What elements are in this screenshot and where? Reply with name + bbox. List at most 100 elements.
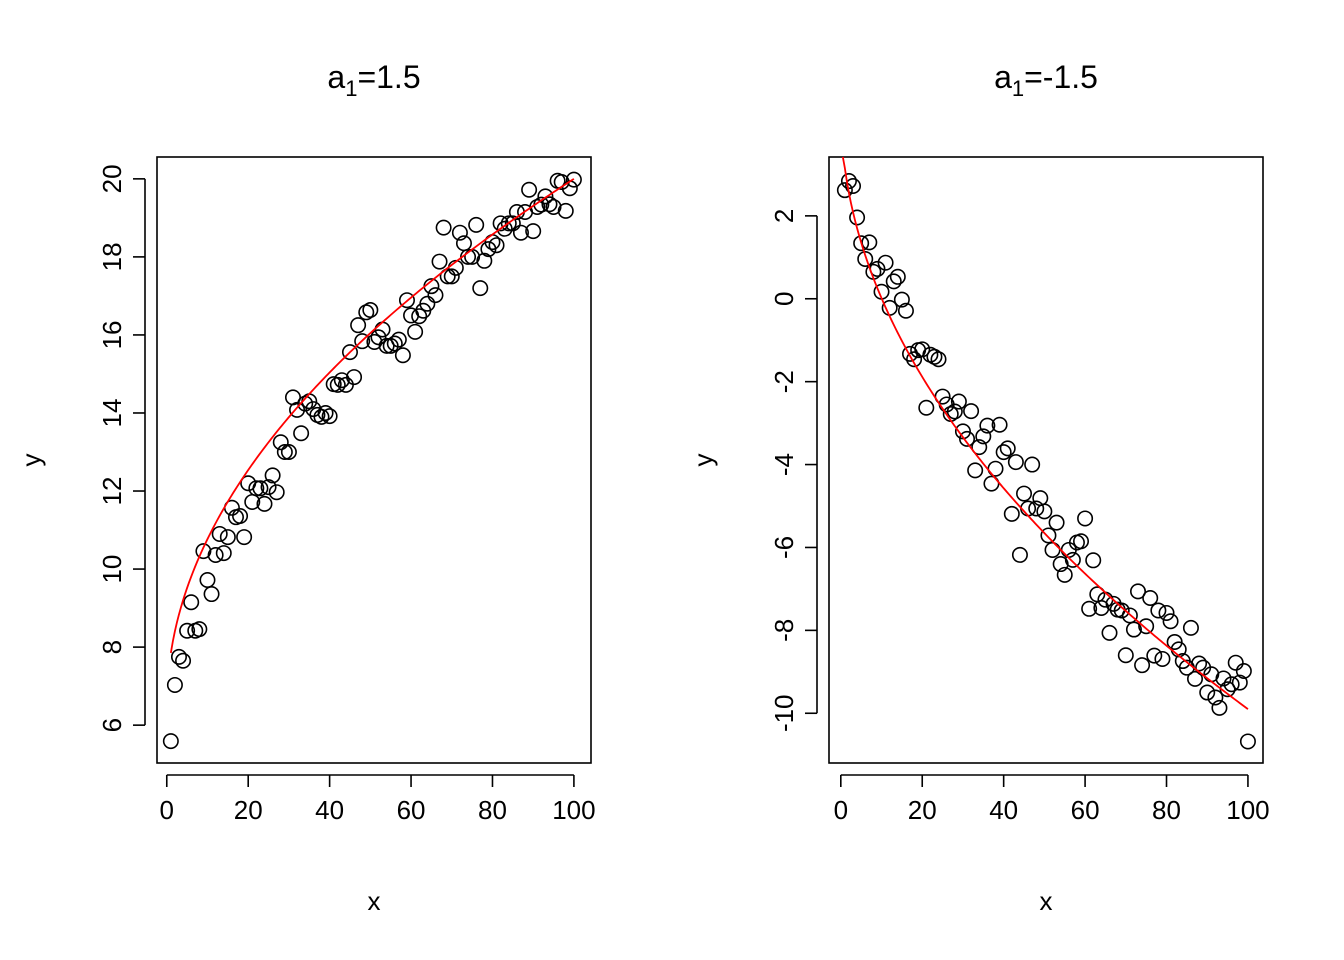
x-tick-label: 100 xyxy=(1226,795,1269,825)
data-point xyxy=(885,273,902,290)
data-point xyxy=(419,295,436,312)
data-point xyxy=(1121,607,1138,624)
data-point xyxy=(1142,590,1159,607)
data-point xyxy=(179,622,196,639)
x-tick-label: 80 xyxy=(1152,795,1181,825)
y-tick-label: -2 xyxy=(769,370,799,393)
x-tick-label: 60 xyxy=(1071,795,1100,825)
data-point xyxy=(999,440,1016,457)
y-tick-label: 14 xyxy=(97,399,127,428)
data-point xyxy=(1166,633,1183,650)
data-point xyxy=(1138,618,1155,635)
data-point xyxy=(211,525,228,542)
data-point xyxy=(386,335,403,352)
data-point xyxy=(443,268,460,285)
data-point xyxy=(1154,650,1171,667)
data-point xyxy=(207,547,224,564)
data-point xyxy=(203,586,220,603)
y-tick-label: 16 xyxy=(97,320,127,349)
y-tick-label: -10 xyxy=(769,694,799,732)
data-point xyxy=(236,529,253,546)
y-tick-label: -8 xyxy=(769,619,799,642)
data-point xyxy=(525,223,542,240)
data-point xyxy=(354,333,371,350)
data-point xyxy=(857,250,874,267)
data-point xyxy=(1215,670,1232,687)
panel-left-title: a1=1.5 xyxy=(327,59,420,101)
data-point xyxy=(889,268,906,285)
data-point xyxy=(1081,600,1098,617)
y-axis-label-left: y xyxy=(16,454,46,467)
data-point xyxy=(256,495,273,512)
y-axis-label-right: y xyxy=(688,454,718,467)
y-tick-label: 10 xyxy=(97,555,127,584)
fitted-curve-right xyxy=(841,156,1249,710)
data-point xyxy=(930,351,947,368)
data-point xyxy=(1060,541,1077,558)
data-point xyxy=(849,209,866,226)
data-point xyxy=(394,347,411,364)
data-point xyxy=(232,507,249,524)
x-tick-label: 40 xyxy=(989,795,1018,825)
data-point xyxy=(906,351,923,368)
data-point xyxy=(496,220,513,237)
data-point xyxy=(1150,602,1167,619)
data-point xyxy=(926,348,943,365)
data-point xyxy=(521,181,538,198)
plot-area-right xyxy=(828,156,1264,764)
x-tick-label: 0 xyxy=(834,795,848,825)
data-point xyxy=(260,479,277,496)
plot-area-left xyxy=(156,156,592,764)
data-point xyxy=(317,404,334,421)
data-point xyxy=(1162,613,1179,630)
data-point xyxy=(1158,604,1175,621)
data-point xyxy=(991,416,1008,433)
data-point xyxy=(963,403,980,420)
data-point xyxy=(1182,619,1199,636)
data-point xyxy=(979,417,996,434)
data-point xyxy=(545,198,562,215)
y-axis-left: 6 8 10 12 14 16 18 20 xyxy=(97,164,146,732)
data-point xyxy=(370,329,387,346)
data-point xyxy=(1020,500,1037,517)
data-point xyxy=(293,425,310,442)
data-point xyxy=(1130,583,1147,600)
data-point xyxy=(162,733,179,750)
data-point xyxy=(333,372,350,389)
data-point xyxy=(358,304,375,321)
data-point xyxy=(166,676,183,693)
panel-left: a1=1.5 0 20 40 60 80 100 6 8 10 12 14 16 18 20 x y xyxy=(16,59,596,916)
data-point xyxy=(877,254,894,271)
data-point xyxy=(170,648,187,665)
y-tick-label: 12 xyxy=(97,477,127,506)
y-tick-label: 18 xyxy=(97,242,127,271)
data-point xyxy=(476,252,493,269)
data-point xyxy=(427,287,444,304)
data-point xyxy=(1011,546,1028,563)
data-point xyxy=(362,301,379,318)
data-point xyxy=(971,439,988,456)
data-point xyxy=(537,188,554,205)
data-point xyxy=(280,444,297,461)
scatter-points-right xyxy=(836,173,1256,750)
data-point xyxy=(1101,624,1118,641)
data-point xyxy=(845,178,862,195)
y-tick-label: 6 xyxy=(97,718,127,732)
data-point xyxy=(1227,654,1244,671)
data-point xyxy=(967,462,984,479)
data-point xyxy=(431,253,448,270)
data-point xyxy=(411,308,428,325)
data-point xyxy=(950,393,967,410)
data-point xyxy=(512,224,529,241)
data-point xyxy=(500,215,517,232)
data-point xyxy=(959,430,976,447)
data-point xyxy=(565,171,582,188)
data-point xyxy=(995,444,1012,461)
fitted-curve-left xyxy=(169,178,575,654)
data-point xyxy=(313,408,330,425)
x-tick-label: 20 xyxy=(234,795,263,825)
data-point xyxy=(451,224,468,241)
panel-right-title: a1=-1.5 xyxy=(994,59,1098,101)
panel-right: a1=-1.5 0 20 40 60 80 100 -10 -8 -6 -4 -2 0 2 x y xyxy=(688,59,1270,916)
data-point xyxy=(946,403,963,420)
